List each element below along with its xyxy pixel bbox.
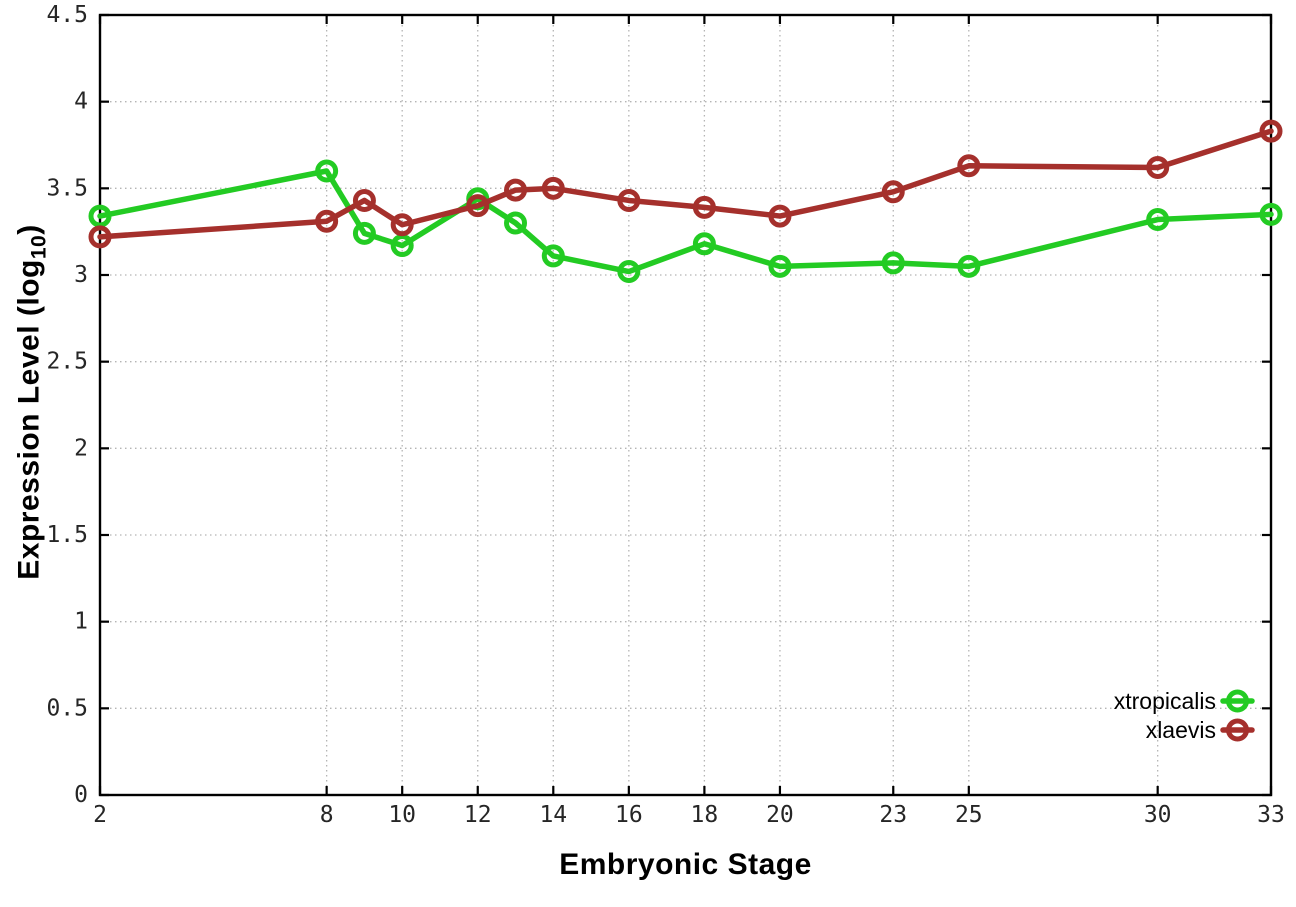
data-point-xlaevis: [315, 209, 339, 233]
data-point-xtropicalis: [88, 204, 112, 228]
data-point-xlaevis: [617, 188, 641, 212]
y-tick-label: 1.5: [46, 522, 88, 548]
x-tick-label: 18: [691, 802, 719, 828]
x-tick-label: 30: [1144, 802, 1172, 828]
y-tick-label: 4: [74, 89, 88, 115]
x-tick-label: 23: [879, 802, 907, 828]
y-axis-title-subscript: 10: [27, 234, 51, 260]
data-point-xlaevis: [957, 154, 981, 178]
legend-label-xtropicalis: xtropicalis: [1114, 688, 1216, 714]
data-point-xlaevis: [1259, 119, 1283, 143]
data-point-xlaevis: [88, 225, 112, 249]
y-axis-title-suffix: ): [12, 224, 46, 235]
data-point-xtropicalis: [390, 234, 414, 258]
data-point-xtropicalis: [768, 254, 792, 278]
legend-marker-xtropicalis: [1226, 689, 1249, 713]
y-tick-label: 3.5: [46, 175, 88, 201]
data-point-xlaevis: [692, 195, 716, 219]
y-tick-label: 3: [74, 262, 88, 288]
x-axis-title: Embryonic Stage: [559, 848, 812, 881]
x-tick-label: 2: [93, 802, 107, 828]
x-tick-label: 10: [388, 802, 416, 828]
x-tick-label: 14: [539, 802, 567, 828]
y-tick-label: 4.5: [46, 2, 88, 28]
y-tick-label: 2: [74, 435, 88, 461]
x-tick-label: 8: [320, 802, 334, 828]
data-point-xlaevis: [541, 176, 565, 200]
data-point-xtropicalis: [957, 254, 981, 278]
data-point-xlaevis: [504, 178, 528, 202]
x-tick-label: 25: [955, 802, 983, 828]
legend-marker-xlaevis: [1226, 718, 1249, 742]
x-tick-label: 33: [1257, 802, 1285, 828]
data-point-xtropicalis: [881, 251, 905, 275]
x-tick-label: 16: [615, 802, 643, 828]
data-point-xlaevis: [881, 180, 905, 204]
y-tick-label: 1: [74, 609, 88, 635]
series-line-xtropicalis: [97, 168, 1274, 275]
x-tick-label: 20: [766, 802, 794, 828]
y-tick-label: 0.5: [46, 695, 88, 721]
y-axis-title-text: Expression Level (log: [12, 259, 46, 580]
x-tick-label: 12: [464, 802, 492, 828]
data-point-xtropicalis: [692, 232, 716, 256]
data-point-xtropicalis: [541, 244, 565, 268]
y-tick-label: 2.5: [46, 349, 88, 375]
data-point-xtropicalis: [315, 159, 339, 183]
data-point-xtropicalis: [504, 211, 528, 235]
legend-label-xlaevis: xlaevis: [1146, 717, 1216, 743]
data-point-xlaevis: [390, 213, 414, 237]
data-point-xtropicalis: [617, 260, 641, 284]
y-tick-label: 0: [74, 782, 88, 808]
data-point-xtropicalis: [1259, 202, 1283, 226]
data-point-xlaevis: [466, 194, 490, 218]
data-point-xlaevis: [1146, 156, 1170, 180]
y-axis-title: Expression Level (log10): [13, 224, 52, 579]
data-point-xlaevis: [352, 188, 376, 212]
plot-border: [98, 13, 1273, 797]
data-point-xlaevis: [768, 204, 792, 228]
series-line-xlaevis: [97, 128, 1274, 240]
data-point-xtropicalis: [1146, 208, 1170, 232]
data-point-xtropicalis: [352, 221, 376, 245]
